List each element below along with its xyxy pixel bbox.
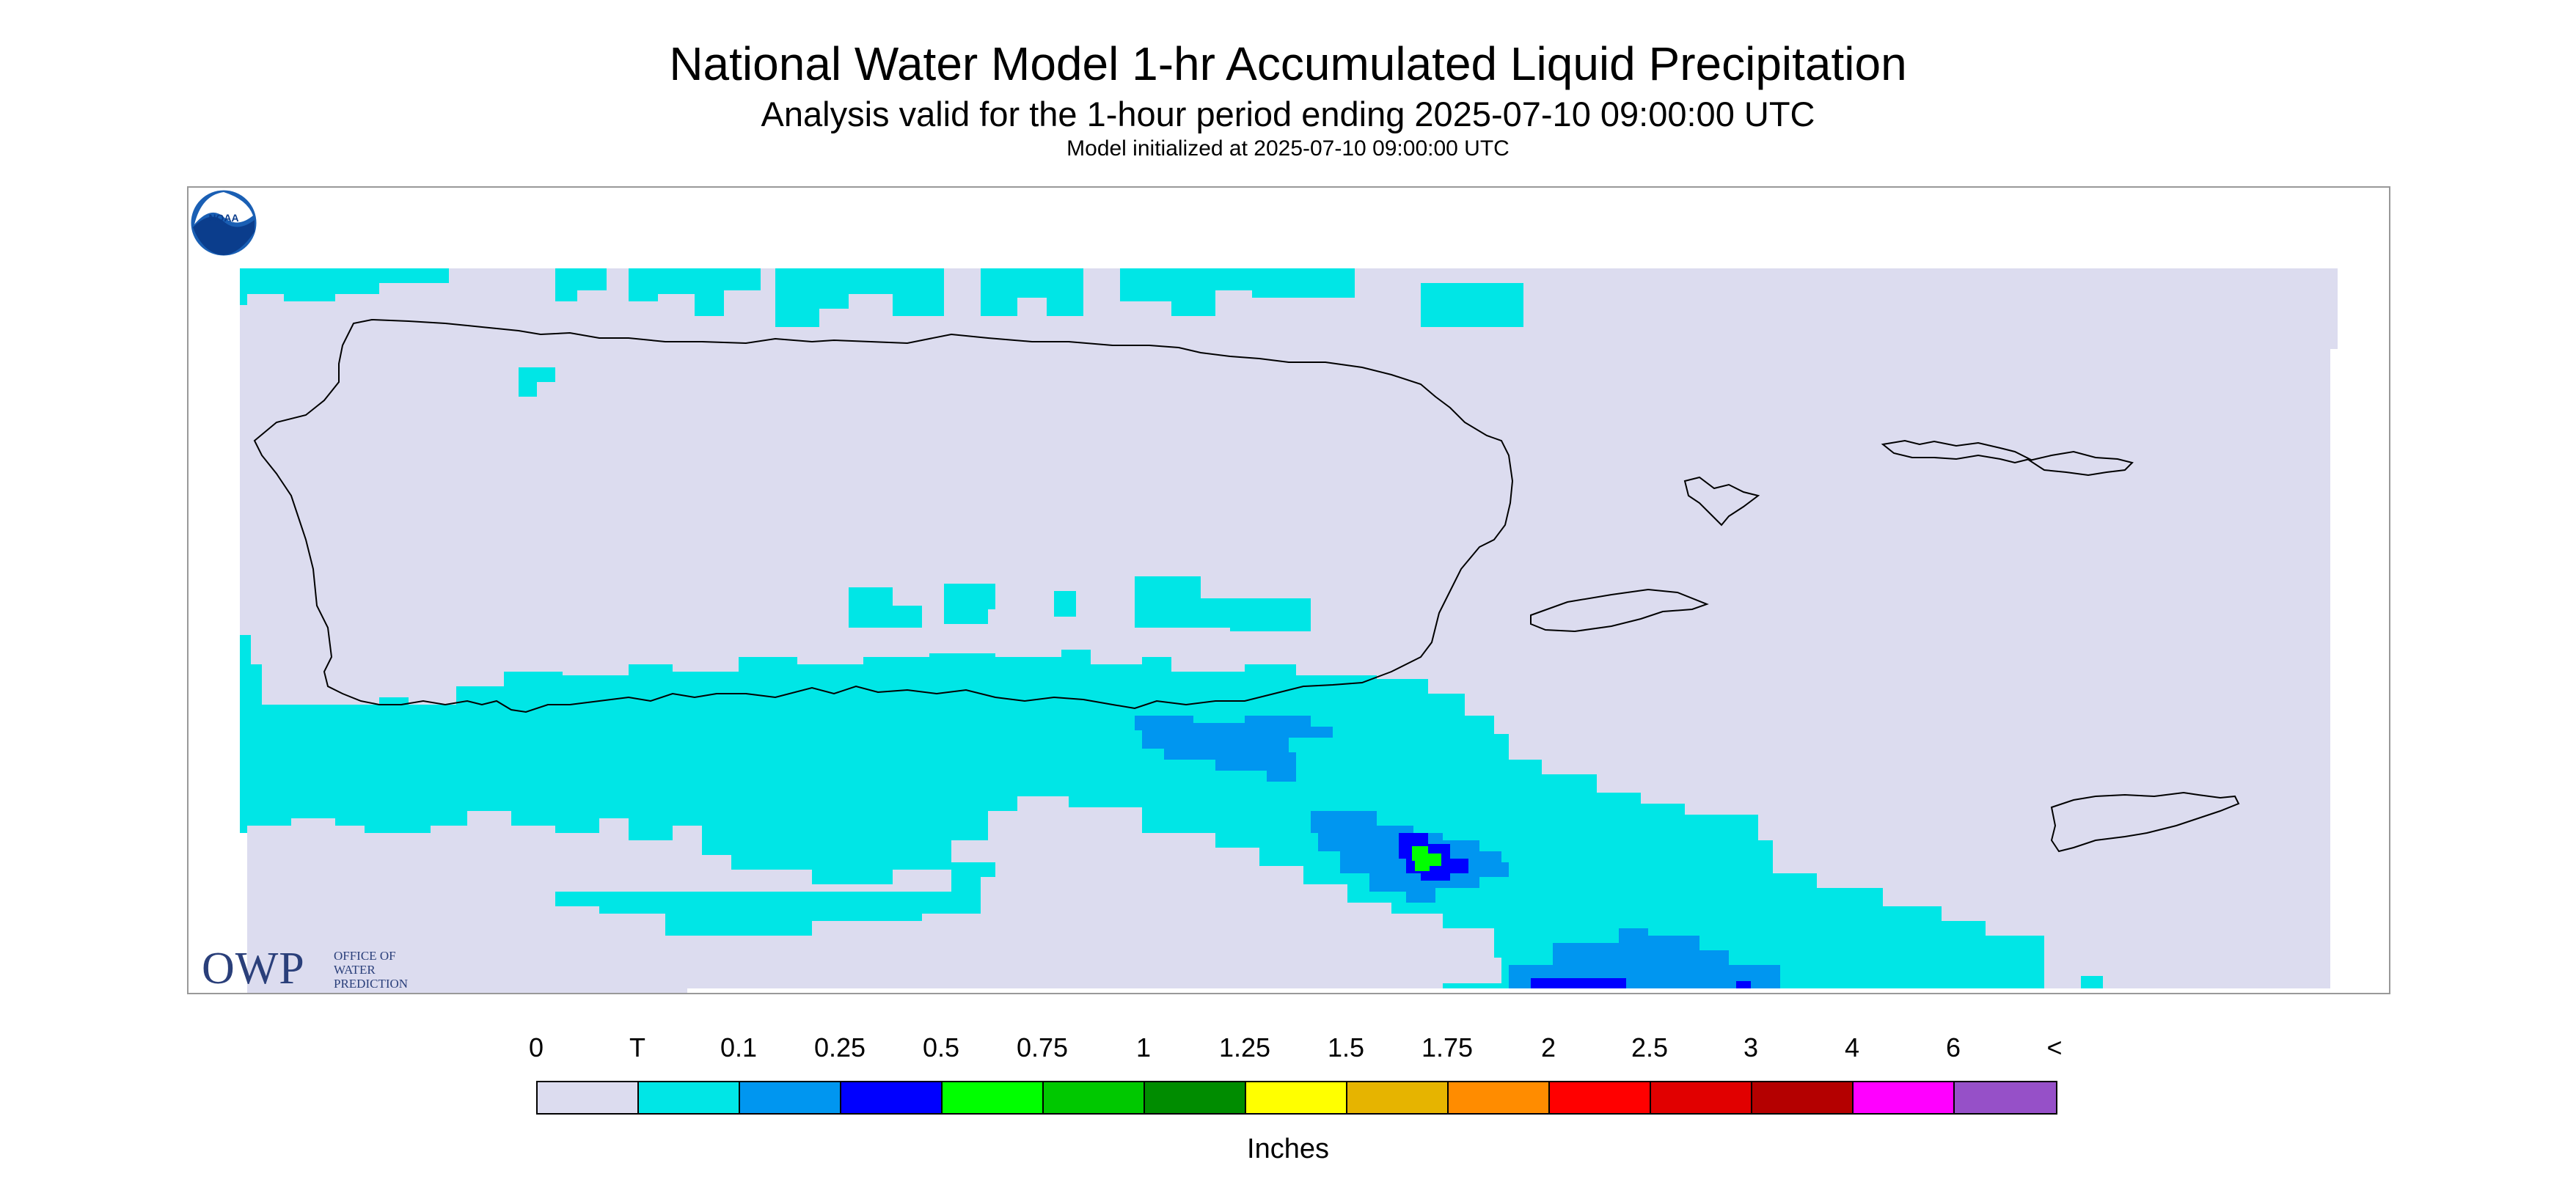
coastlines: [253, 318, 2240, 853]
st-john-outline: [2027, 450, 2134, 477]
st-thomas-outline: [1881, 439, 2032, 464]
legend-swatch: [740, 1082, 841, 1113]
legend-tick-label: T: [629, 1032, 645, 1062]
legend-swatch: [1347, 1082, 1449, 1113]
legend-swatch: [538, 1082, 639, 1113]
legend-tick-label: 2: [1540, 1032, 1556, 1062]
precip-trace-south: [240, 576, 2103, 988]
legend-tick-label: 0.75: [1016, 1032, 1069, 1062]
legend-tick-label: 0.1: [720, 1032, 758, 1062]
legend-tick-label: 1.75: [1421, 1032, 1474, 1062]
legend-color-bar: [536, 1081, 2057, 1115]
legend-tick-label: 1: [1135, 1032, 1152, 1062]
legend-swatch: [1246, 1082, 1347, 1113]
legend-swatch: [1955, 1082, 2056, 1113]
legend-swatch: [943, 1082, 1044, 1113]
legend-tick-labels: 0 T 0.1 0.25 0.5 0.75 1 1.25 1.5 1.75 2 2.5 3 4 6 <: [0, 1032, 2576, 1069]
legend-tick-label: 0.25: [813, 1032, 866, 1062]
precip-heavy: [1412, 846, 1441, 871]
noaa-logo: NOAA: [189, 188, 259, 258]
legend-tick-label: 0: [528, 1032, 544, 1062]
legend-swatch: [841, 1082, 943, 1113]
owp-logo-mark: OWP: [202, 944, 305, 994]
legend-swatch: [1651, 1082, 1752, 1113]
legend-tick-label: <: [2046, 1032, 2063, 1062]
owp-logo: OWP OFFICE OF WATER PREDICTION: [202, 943, 436, 994]
puerto-rico-outline: [253, 318, 1514, 713]
chart-title: National Water Model 1-hr Accumulated Li…: [669, 37, 1907, 90]
culebra-outline: [1683, 476, 1760, 526]
precip-trace-north: [240, 268, 1523, 397]
legend-swatch: [639, 1082, 740, 1113]
legend-tick-label: 4: [1844, 1032, 1860, 1062]
st-croix-outline: [2050, 791, 2240, 853]
chart-subtitle: Analysis valid for the 1-hour period end…: [761, 95, 1815, 133]
vieques-outline: [1530, 588, 1709, 633]
legend-swatch: [1854, 1082, 1955, 1113]
legend-tick-label: 2.5: [1631, 1032, 1669, 1062]
legend-swatch: [1145, 1082, 1246, 1113]
legend-tick-label: 1.25: [1218, 1032, 1271, 1062]
model-init-time: Model initialized at 2025-07-10 09:00:00…: [1066, 136, 1510, 161]
legend-swatch: [1752, 1082, 1854, 1113]
owp-logo-text: OFFICE OF WATER PREDICTION: [334, 949, 409, 991]
legend-swatch: [1550, 1082, 1651, 1113]
legend-swatch: [1449, 1082, 1550, 1113]
map-canvas: [240, 268, 2338, 993]
precipitation-map: OWP OFFICE OF WATER PREDICTION NOAA: [187, 186, 2390, 994]
svg-text:NOAA: NOAA: [208, 212, 238, 224]
legend-tick-label: 1.5: [1327, 1032, 1365, 1062]
legend-tick-label: 6: [1945, 1032, 1961, 1062]
legend-tick-label: 3: [1743, 1032, 1759, 1062]
legend-units: Inches: [1247, 1134, 1329, 1164]
legend-tick-label: 0.5: [922, 1032, 960, 1062]
legend-swatch: [1044, 1082, 1145, 1113]
